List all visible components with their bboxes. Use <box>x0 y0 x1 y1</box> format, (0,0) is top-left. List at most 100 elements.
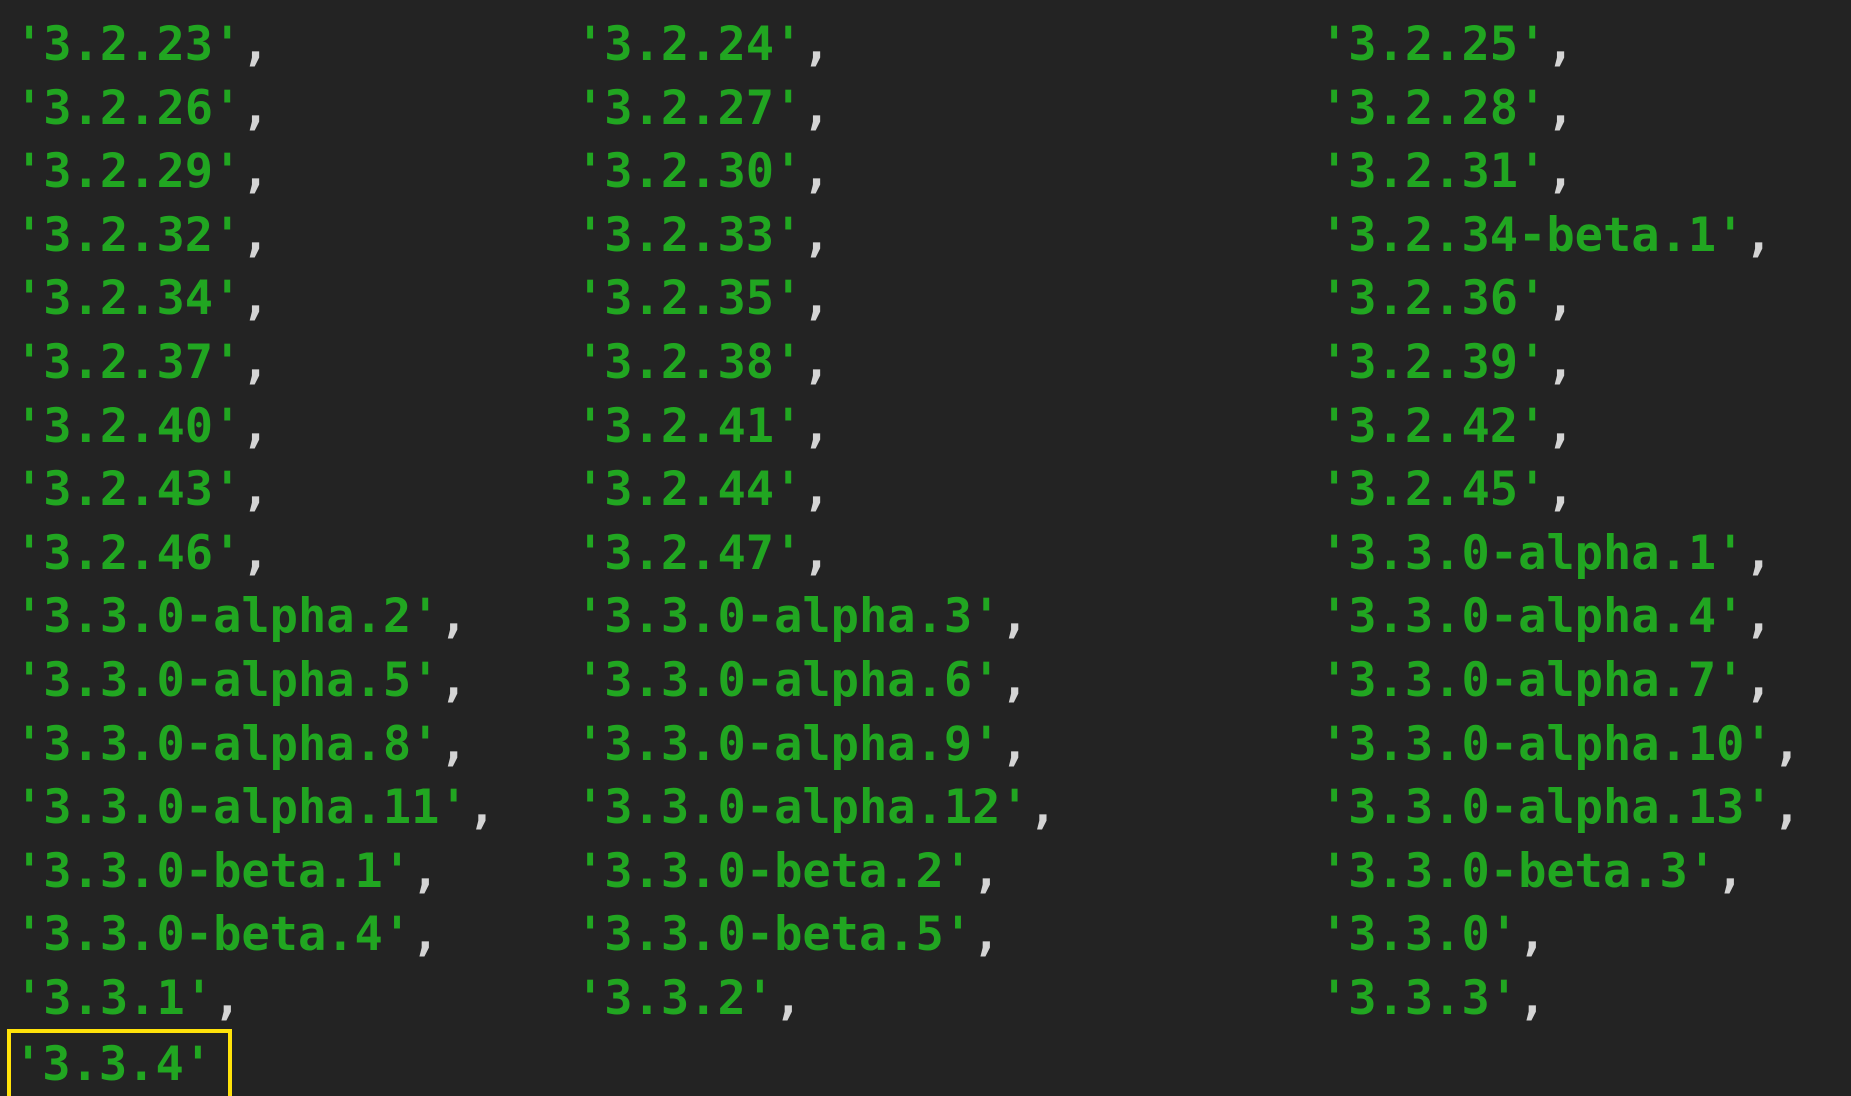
comma-separator: , <box>411 843 440 899</box>
version-string: '3.3.0-beta.3' <box>1320 843 1717 899</box>
comma-separator: , <box>1000 716 1029 772</box>
version-list-cell: '3.2.25', <box>1320 13 1575 77</box>
terminal-line: '3.2.43', '3.2.44', '3.2.45', <box>0 458 1851 522</box>
version-list-cell: '3.2.39', <box>1320 331 1575 395</box>
version-list-cell: '3.2.47', <box>576 522 831 586</box>
comma-separator: , <box>213 971 242 1026</box>
version-list-cell: '3.2.34-beta.1', <box>1320 204 1773 268</box>
version-string: '3.2.28' <box>1320 80 1547 136</box>
terminal-line: '3.2.32', '3.2.33', '3.2.34-beta.1', <box>0 204 1851 268</box>
comma-separator: , <box>802 80 831 136</box>
version-string: '3.3.0-alpha.8' <box>15 716 440 772</box>
version-list-cell: '3.2.42', <box>1320 395 1575 459</box>
version-string: '3.3.0-alpha.10' <box>1320 716 1773 772</box>
comma-separator: , <box>241 462 270 518</box>
comma-separator: , <box>241 335 270 390</box>
comma-separator: , <box>802 335 831 390</box>
comma-separator: , <box>972 843 1001 899</box>
comma-separator: , <box>1546 17 1575 72</box>
comma-separator: , <box>774 971 803 1026</box>
comma-separator: , <box>1716 843 1745 899</box>
terminal-line: '3.2.29', '3.2.30', '3.2.31', <box>0 140 1851 204</box>
comma-separator: , <box>1000 589 1029 645</box>
comma-separator: , <box>802 398 831 454</box>
version-string: '3.2.38' <box>576 335 803 390</box>
version-string: '3.3.0-alpha.4' <box>1320 589 1745 645</box>
comma-separator: , <box>1000 653 1029 708</box>
version-list-cell: '3.3.0-alpha.8', <box>15 713 468 777</box>
version-string: '3.3.0-alpha.12' <box>576 780 1029 836</box>
version-string: '3.2.26' <box>15 80 242 136</box>
comma-separator: , <box>1772 716 1802 772</box>
comma-separator: , <box>411 907 440 963</box>
version-list-cell: '3.2.31', <box>1320 140 1575 204</box>
terminal-line: '3.2.40', '3.2.41', '3.2.42', <box>0 395 1851 459</box>
comma-separator: , <box>1772 780 1802 836</box>
version-list-cell: '3.2.34', <box>15 267 270 331</box>
version-string: '3.2.36' <box>1320 271 1547 327</box>
version-list-cell: '3.3.2', <box>576 967 802 1031</box>
version-list-cell: '3.3.0-alpha.3', <box>576 585 1029 649</box>
version-string: '3.2.47' <box>576 525 803 581</box>
highlighted-version[interactable]: '3.3.4' <box>14 1036 213 1092</box>
version-string: '3.3.2' <box>576 971 775 1026</box>
version-list-cell: '3.2.33', <box>576 204 831 268</box>
terminal-line: '3.2.46', '3.2.47', '3.3.0-alpha.1', <box>0 522 1851 586</box>
comma-separator: , <box>241 398 270 454</box>
version-string: '3.2.37' <box>15 335 242 390</box>
version-list-cell: '3.2.26', <box>15 77 270 141</box>
version-string: '3.3.0-alpha.7' <box>1320 653 1745 708</box>
version-list-cell: '3.3.0-alpha.13', <box>1320 776 1801 840</box>
highlighted-version-box[interactable]: '3.3.4' <box>7 1028 233 1096</box>
version-list-cell: '3.2.27', <box>576 77 831 141</box>
version-string: '3.2.45' <box>1320 462 1547 518</box>
version-string: '3.3.0-beta.1' <box>15 843 412 899</box>
version-list-cell: '3.2.44', <box>576 458 831 522</box>
comma-separator: , <box>1546 398 1575 454</box>
comma-separator: , <box>1744 525 1773 581</box>
version-string: '3.3.0-alpha.3' <box>576 589 1001 645</box>
version-string: '3.3.0-alpha.13' <box>1320 780 1773 836</box>
comma-separator: , <box>1744 589 1773 645</box>
version-list-cell: '3.2.29', <box>15 140 270 204</box>
comma-separator: , <box>802 525 831 581</box>
terminal-line: '3.2.34', '3.2.35', '3.2.36', <box>0 267 1851 331</box>
version-string: '3.2.46' <box>15 525 242 581</box>
version-string: '3.3.0-alpha.9' <box>576 716 1001 772</box>
comma-separator: , <box>802 207 831 263</box>
comma-separator: , <box>241 80 270 136</box>
version-list-cell: '3.3.0-alpha.10', <box>1320 713 1801 777</box>
version-list-cell: '3.2.36', <box>1320 267 1575 331</box>
terminal-line: '3.3.0-alpha.2', '3.3.0-alpha.3', '3.3.0-a… <box>0 585 1851 649</box>
version-list-cell: '3.3.0-alpha.11', <box>15 776 496 840</box>
version-list-cell: '3.3.0-alpha.9', <box>576 713 1029 777</box>
terminal-line: '3.2.23', '3.2.24', '3.2.25', <box>0 13 1851 77</box>
version-string: '3.3.0-alpha.11' <box>15 780 468 836</box>
version-list-cell: '3.2.46', <box>15 522 270 586</box>
version-list-cell: '3.3.0-alpha.1', <box>1320 522 1773 586</box>
version-list-cell: '3.3.1', <box>15 967 241 1031</box>
version-list-cell: '3.3.0-beta.1', <box>15 840 439 904</box>
version-string: '3.3.0-alpha.5' <box>15 653 440 708</box>
version-list-cell: '3.2.24', <box>576 13 831 77</box>
version-list-cell: '3.3.0-alpha.2', <box>15 585 468 649</box>
version-string: '3.3.3' <box>1320 971 1519 1026</box>
comma-separator: , <box>439 589 468 645</box>
comma-separator: , <box>439 716 468 772</box>
version-list-cell: '3.3.0', <box>1320 903 1546 967</box>
terminal-line: '3.2.37', '3.2.38', '3.2.39', <box>0 331 1851 395</box>
version-list-cell: '3.2.37', <box>15 331 270 395</box>
version-list-cell: '3.2.30', <box>576 140 831 204</box>
version-list-cell: '3.3.0-alpha.7', <box>1320 649 1773 713</box>
version-list-cell: '3.3.0-beta.3', <box>1320 840 1744 904</box>
terminal-line: '3.3.0-alpha.5', '3.3.0-alpha.6', '3.3.0-a… <box>0 649 1851 713</box>
version-string: '3.3.0-beta.2' <box>576 843 973 899</box>
terminal-line: '3.2.26', '3.2.27', '3.2.28', <box>0 77 1851 141</box>
comma-separator: , <box>802 17 831 72</box>
comma-separator: , <box>1546 271 1575 327</box>
version-list-cell: '3.3.0-alpha.6', <box>576 649 1029 713</box>
version-string: '3.2.30' <box>576 144 803 200</box>
comma-separator: , <box>1546 462 1575 518</box>
comma-separator: , <box>241 17 270 72</box>
